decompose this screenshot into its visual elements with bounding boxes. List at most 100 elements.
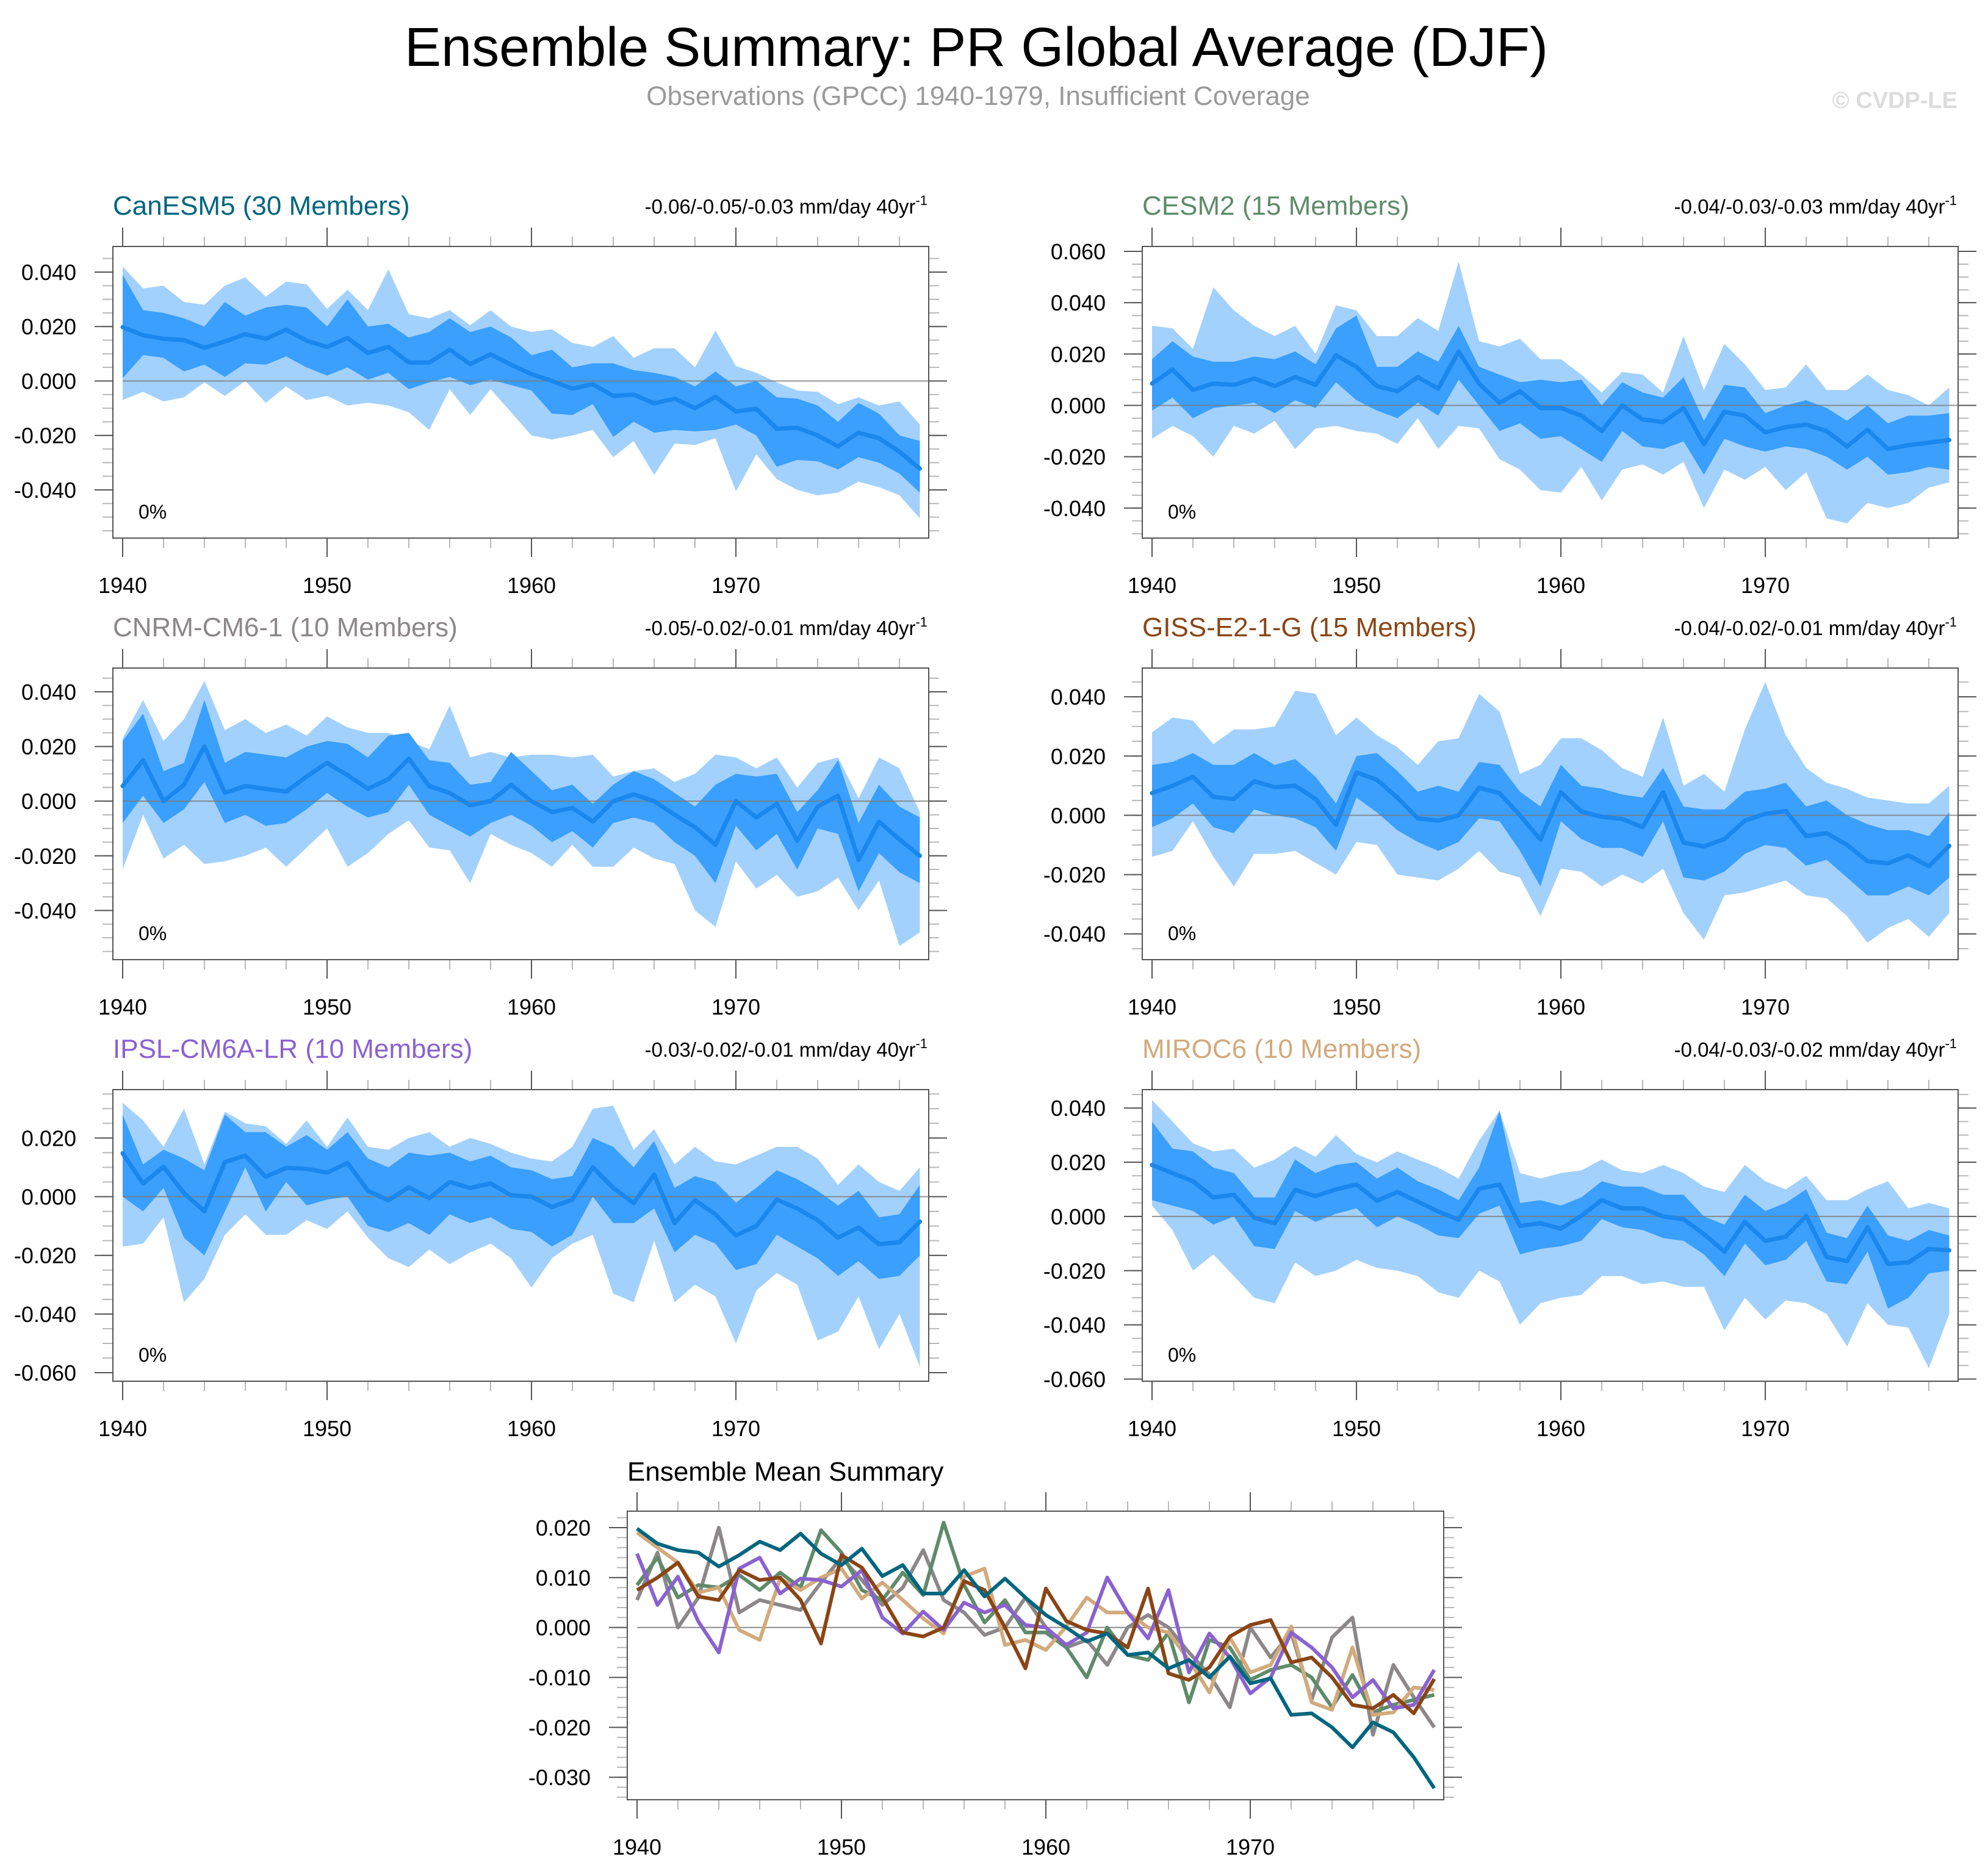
ensemble-mean-line [1150,770,1951,869]
trend-exponent: -1 [915,614,927,630]
x-tick-label: 1950 [817,1835,866,1860]
x-tick-label: 1970 [1741,573,1790,598]
copyright-label: © CVDP-LE [1832,88,1957,113]
y-tick-label: -0.040 [1043,1313,1106,1338]
y-tick-label: 0.060 [1051,239,1106,264]
panel-title: IPSL-CM6A-LR (10 Members) [113,1034,472,1064]
plot-area [120,1102,929,1367]
series-line-miroc6 [636,1531,1435,1717]
y-tick-label: -0.010 [528,1666,591,1691]
x-tick-label: 1940 [613,1835,661,1860]
x-tick-label: 1950 [303,1416,351,1441]
trend-label: -0.04/-0.03/-0.03 mm/day 40yr-1 [1674,193,1957,218]
x-tick-label: 1960 [1536,994,1585,1019]
series-line-cesm2 [635,1520,1435,1714]
trend-value: -0.04/-0.03/-0.02 mm/day 40yr [1674,1038,1945,1061]
plot-frame [112,667,929,960]
trend-exponent: -1 [1945,1036,1957,1051]
trend-exponent: -1 [915,1036,927,1051]
trend-value: -0.05/-0.02/-0.01 mm/day 40yr [645,617,916,639]
y-tick-label: 0.020 [1051,1150,1106,1175]
panel-title: CanESM5 (30 Members) [113,191,410,221]
y-tick-label: -0.040 [14,478,76,503]
inner-spread-band [1152,1110,1950,1309]
model-panel-5: -0.060 -0.040 -0.020 0.000 0.020 0.040 1940 195… [1043,1034,1976,1441]
y-tick-label: -0.020 [14,844,76,869]
x-tick-label: 1960 [507,994,556,1019]
y-tick-label: 0.000 [1051,1204,1106,1229]
x-tick-label: 1940 [1128,1416,1176,1441]
trend-value: -0.03/-0.02/-0.01 mm/day 40yr [645,1038,916,1061]
trend-exponent: -1 [1945,193,1957,208]
ensemble-mean-panel: -0.030 -0.020 -0.010 0.000 0.010 0.020 1940 195… [528,1457,1462,1860]
ensemble-mean-line [1150,349,1951,451]
x-tick-label: 1970 [1741,1416,1790,1441]
trend-exponent: -1 [1945,614,1957,630]
x-tick-label: 1950 [1332,573,1381,598]
plot-frame [112,246,929,539]
x-tick-label: 1940 [98,573,147,598]
y-tick-label: -0.020 [14,423,76,448]
x-tick-label: 1970 [711,994,760,1019]
model-panel-1: -0.040 -0.020 0.000 0.020 0.040 0.060 1940 1950… [1043,191,1976,598]
plot-area [1150,261,1958,523]
y-tick-label: 0.040 [1051,1096,1106,1121]
inner-spread-band [123,275,920,493]
y-tick-label: 0.040 [21,680,76,705]
trend-label: -0.06/-0.05/-0.03 mm/day 40yr-1 [645,193,927,218]
y-tick-label: 0.010 [536,1565,591,1590]
percent-label: 0% [139,922,167,944]
trend-value: -0.04/-0.02/-0.01 mm/day 40yr [1674,617,1945,639]
trend-label: -0.05/-0.02/-0.01 mm/day 40yr-1 [645,614,927,639]
panel-title: MIROC6 (10 Members) [1142,1034,1421,1064]
x-tick-label: 1970 [1226,1835,1275,1860]
y-tick-label: 0.020 [1051,744,1106,769]
y-tick-label: 0.020 [1051,342,1106,367]
y-tick-label: -0.040 [14,898,76,923]
ensemble-mean-line [120,1151,922,1246]
plot-frame [1142,1089,1959,1382]
y-tick-label: 0.000 [1051,393,1106,418]
y-tick-label: 0.020 [21,1126,76,1151]
model-panel-4: -0.060 -0.040 -0.020 0.000 0.020 1940 1950 1960… [14,1034,947,1441]
y-tick-label: -0.060 [1043,1367,1106,1392]
y-tick-label: 0.040 [1051,290,1106,315]
y-tick-label: 0.020 [21,735,76,760]
x-tick-label: 1940 [98,1416,147,1441]
x-tick-label: 1970 [711,573,760,598]
plot-area [635,1520,1444,1789]
percent-label: 0% [139,1344,167,1366]
plot-area [120,267,929,519]
y-tick-label: -0.060 [14,1360,76,1385]
y-tick-label: -0.020 [1043,445,1106,470]
y-tick-label: -0.040 [1043,496,1106,521]
plot-area [120,681,929,946]
x-tick-label: 1940 [1128,573,1176,598]
panel-title: GISS-E2-1-G (15 Members) [1142,613,1477,642]
figure-subtitle: Observations (GPCC) 1940-1979, Insuffici… [646,81,1310,111]
x-tick-label: 1960 [507,573,556,598]
panel-title: CNRM-CM6-1 (10 Members) [113,613,458,642]
y-tick-label: -0.020 [1043,1259,1106,1284]
x-tick-label: 1970 [1741,994,1790,1019]
model-panel-2: -0.040 -0.020 0.000 0.020 0.040 1940 1950 1960 1… [14,613,947,1019]
percent-label: 0% [1168,1344,1196,1366]
x-tick-label: 1960 [1536,1416,1585,1441]
figure-title: Ensemble Summary: PR Global Average (DJF… [405,17,1548,78]
y-tick-label: -0.020 [14,1243,76,1268]
trend-label: -0.03/-0.02/-0.01 mm/day 40yr-1 [645,1036,927,1061]
ensemble-mean-line [120,744,922,862]
plot-area [1150,681,1958,943]
trend-label: -0.04/-0.02/-0.01 mm/day 40yr-1 [1674,614,1957,639]
x-tick-label: 1960 [1021,1835,1070,1860]
plot-frame [627,1511,1444,1800]
y-tick-label: 0.000 [21,368,76,394]
ensemble-mean-line [120,325,922,471]
ensemble-mean-line [1150,1163,1951,1267]
y-tick-label: -0.020 [528,1715,591,1740]
y-tick-label: 0.020 [536,1515,591,1540]
x-tick-label: 1950 [303,994,351,1019]
series-line-giss-e2-1-g [636,1553,1436,1716]
y-tick-label: 0.020 [21,314,76,339]
x-tick-label: 1940 [98,994,147,1019]
